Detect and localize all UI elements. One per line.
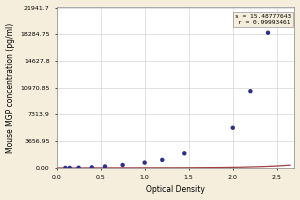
X-axis label: Optical Density: Optical Density <box>146 185 205 194</box>
Point <box>142 161 147 164</box>
Point <box>103 165 107 168</box>
Y-axis label: Mouse MGP concentration (pg/ml): Mouse MGP concentration (pg/ml) <box>6 22 15 153</box>
Point <box>120 163 125 167</box>
Point <box>68 166 72 170</box>
Point <box>182 152 187 155</box>
Point <box>160 158 165 162</box>
Point <box>266 31 270 34</box>
Point <box>63 166 68 170</box>
Point <box>248 90 253 93</box>
Point <box>76 166 81 169</box>
Point <box>230 126 235 129</box>
Text: s = 15.48777643
r = 0.99993461: s = 15.48777643 r = 0.99993461 <box>235 14 291 25</box>
Point <box>89 166 94 169</box>
